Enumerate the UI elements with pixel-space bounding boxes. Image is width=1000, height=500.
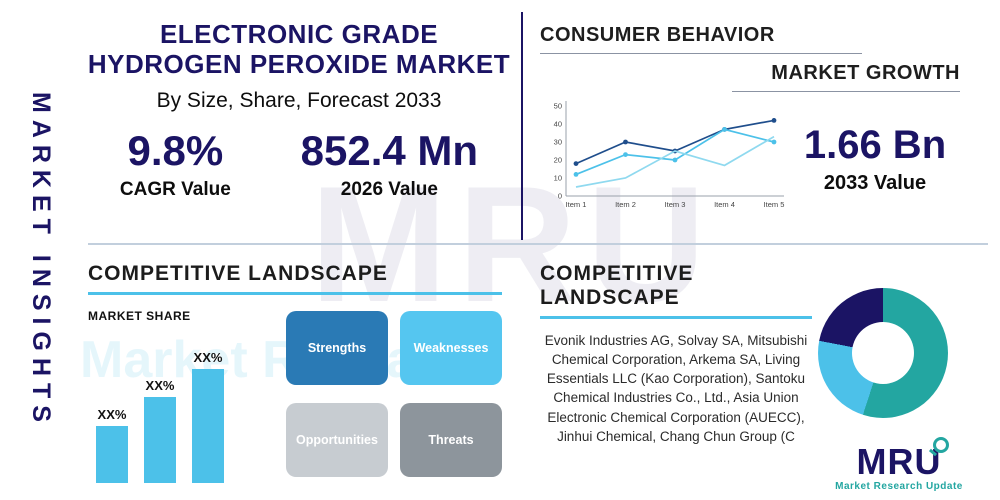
competitive-landscape-left-section: COMPETITIVE LANDSCAPE MARKET SHARE XX% XX… [88, 262, 502, 483]
consumer-behavior-section: CONSUMER BEHAVIOR MARKET GROWTH 0 10 20 30 4… [540, 24, 960, 221]
market-share-chart: XX% XX% XX% [88, 331, 260, 483]
magnifier-icon [933, 437, 950, 453]
competitive-landscape-left-heading: COMPETITIVE LANDSCAPE [88, 262, 502, 295]
companies-list: Evonik Industries AG, Solvay SA, Mitsubi… [544, 333, 808, 444]
page-subtitle: By Size, Share, Forecast 2033 [156, 88, 442, 112]
logo-subtext: Market Research Update [835, 481, 963, 492]
logo-acronym: MRU [856, 441, 942, 482]
sidebar-vertical-label: MARKET INSIGHTS [27, 92, 55, 429]
value-2033-stat: 1.66 Bn 2033 Value [790, 123, 960, 195]
svg-text:50: 50 [554, 102, 562, 111]
market-share-bar-1: XX% [96, 407, 128, 483]
market-share-column: MARKET SHARE XX% XX% XX% [88, 309, 260, 483]
bar [192, 369, 224, 483]
swot-strengths: Strengths [286, 311, 388, 385]
value-2033-label: 2033 Value [823, 171, 927, 194]
consumer-behavior-heading: CONSUMER BEHAVIOR [540, 24, 862, 54]
value-2026-label: 2026 Value [340, 178, 438, 200]
competitive-landscape-right-section: COMPETITIVE LANDSCAPE Evonik Industries … [540, 262, 812, 446]
cagr-value: 9.8% [127, 126, 224, 174]
market-growth-chart: 0 10 20 30 40 50 Item 1 Item 2 Item 3 Item 4 Item … [554, 101, 785, 209]
horizontal-divider [88, 243, 988, 245]
value-2026: 852.4 Mn [300, 126, 479, 174]
bar [96, 426, 128, 483]
svg-text:Item 1: Item 1 [566, 200, 587, 209]
svg-text:Item 2: Item 2 [615, 200, 636, 209]
value-2033: 1.66 Bn [803, 122, 947, 167]
logo-text: MRU [856, 437, 950, 483]
cagr-stat: 9.8% CAGR Value [120, 127, 231, 201]
svg-text:Item 3: Item 3 [665, 200, 686, 209]
swot-grid: Strengths Weaknesses Opportunities Threa… [286, 311, 502, 483]
bar-value-label: XX% [193, 350, 223, 365]
svg-text:40: 40 [554, 120, 562, 129]
market-share-label: MARKET SHARE [88, 309, 191, 323]
bar [144, 397, 176, 483]
swot-threats: Threats [400, 403, 502, 477]
title-block: ELECTRONIC GRADE HYDROGEN PEROXIDE MARKE… [85, 19, 513, 201]
page-title: ELECTRONIC GRADE HYDROGEN PEROXIDE MARKE… [87, 19, 511, 79]
svg-text:Item 4: Item 4 [714, 200, 735, 209]
vertical-divider [521, 12, 523, 240]
market-share-bar-2: XX% [144, 378, 176, 483]
market-growth-row: 0 10 20 30 40 50 Item 1 Item 2 Item 3 Item 4 Item … [540, 96, 960, 221]
competitive-landscape-right-heading: COMPETITIVE LANDSCAPE [540, 262, 812, 319]
svg-text:Item 5: Item 5 [764, 200, 785, 209]
swot-opportunities: Opportunities [286, 403, 388, 477]
market-share-donut [818, 288, 948, 418]
market-growth-heading: MARKET GROWTH [732, 62, 960, 92]
svg-text:10: 10 [554, 174, 562, 183]
bar-value-label: XX% [97, 407, 127, 422]
brand-logo: MRU Market Research Update [814, 437, 984, 492]
cagr-label: CAGR Value [119, 178, 231, 200]
donut-hole [852, 322, 914, 384]
bar-value-label: XX% [145, 378, 175, 393]
key-stats-row: 9.8% CAGR Value 852.4 Mn 2026 Value [85, 127, 513, 201]
market-share-bar-3: XX% [192, 350, 224, 483]
swot-weaknesses: Weaknesses [400, 311, 502, 385]
competitive-landscape-left-content: MARKET SHARE XX% XX% XX% Strengths Weaknes… [88, 309, 502, 483]
svg-text:0: 0 [558, 192, 562, 201]
value-2026-stat: 852.4 Mn 2026 Value [301, 127, 478, 201]
svg-text:30: 30 [554, 138, 562, 147]
svg-text:20: 20 [554, 156, 562, 165]
